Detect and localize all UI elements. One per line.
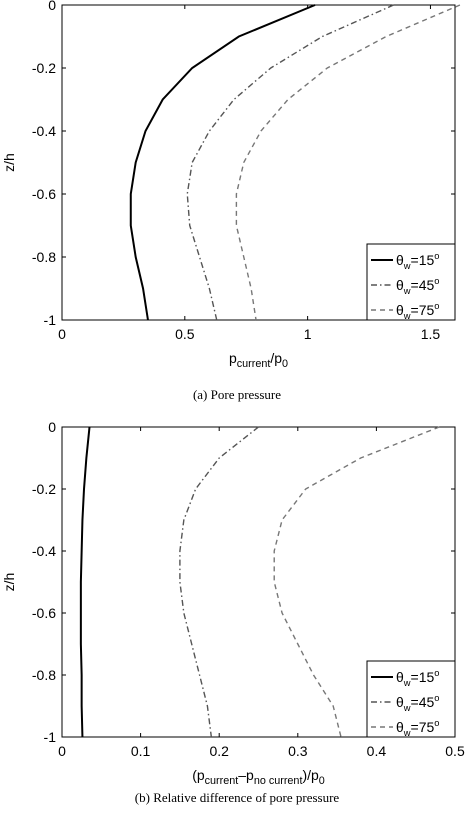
caption: (a) Pore pressure [193,387,281,402]
legend-box [366,660,456,738]
y-tick-label: -0.8 [32,667,56,683]
legend-label-part: o [434,693,439,703]
series-line [186,4,394,321]
x-axis-label-part: –p [238,767,254,783]
x-axis-label-part: current [205,775,239,787]
series-line [235,4,461,321]
x-axis-label-part: )/p [302,767,319,783]
y-tick-label: -0.6 [32,186,56,202]
x-axis-label-part: 0 [319,775,325,787]
legend-label-part: w [403,261,411,271]
x-tick-label: 1.5 [421,326,441,342]
caption: (b) Relative difference of pore pressure [135,790,340,805]
x-axis-label-part: /p [270,350,282,366]
legend-label-part: w [403,728,411,738]
legend-label: θw=45o [396,693,440,713]
x-tick-label: 0.5 [175,326,195,342]
x-tick-label: 0 [58,743,66,759]
y-tick-label: -1 [44,729,57,745]
legend-label: θw=15o [396,668,440,688]
legend-label-part: θ [396,277,404,293]
legend-label-part: o [434,718,439,728]
series-line [179,426,259,738]
x-tick-label: 1 [304,326,312,342]
legend-label-part: w [403,678,411,688]
legend-label-part: o [434,301,439,311]
x-axis-label-part: 0 [282,358,288,370]
legend-label-part: w [403,703,411,713]
y-tick-label: 0 [48,0,56,13]
legend-label-part: o [434,276,439,286]
legend-label: θw=75o [396,718,440,738]
y-tick-label: -0.6 [32,605,56,621]
x-tick-label: 0.3 [288,743,308,759]
series-line [129,4,316,321]
series-line [273,426,440,738]
y-tick-label: -0.4 [32,123,56,139]
legend-label-part: w [403,286,411,296]
x-axis-label: pcurrent/p0 [229,350,288,370]
legend-label-part: =15 [411,669,435,685]
plot-frame [61,4,456,321]
legend-label-part: o [434,251,439,261]
x-axis-label-part: (p [192,767,205,783]
legend-label-part: =15 [411,252,435,268]
legend-label-part: o [434,668,439,678]
legend-label-part: θ [396,719,404,735]
y-tick-label: -0.2 [32,60,56,76]
y-tick-label: -0.2 [32,481,56,497]
x-axis-label-part: no current [254,775,303,787]
y-tick-label: 0 [48,419,56,435]
y-tick-label: -0.4 [32,543,56,559]
x-tick-label: 0 [58,326,66,342]
legend-label-part: w [403,311,411,321]
series-line [79,426,91,738]
legend-label-part: θ [396,694,404,710]
y-axis-label: z/h [1,573,17,592]
x-axis-label-part: current [237,358,271,370]
legend-label-part: =45 [411,694,435,710]
y-axis-label: z/h [1,153,17,172]
x-tick-label: 0.4 [367,743,387,759]
legend-label-part: =45 [411,277,435,293]
legend-label: θw=75o [396,301,440,321]
x-tick-label: 0.2 [209,743,229,759]
legend-label-part: θ [396,302,404,318]
legend-label: θw=45o [396,276,440,296]
legend-box [366,243,456,321]
x-tick-label: 0.5 [445,743,465,759]
y-tick-label: -0.8 [32,249,56,265]
legend-label: θw=15o [396,251,440,271]
x-axis-label-part: p [229,350,237,366]
legend-label-part: θ [396,669,404,685]
legend-label-part: =75 [411,302,435,318]
legend-label-part: =75 [411,719,435,735]
x-axis-label: (pcurrent–pno current)/p0 [192,767,325,787]
x-tick-label: 0.1 [131,743,151,759]
legend-label-part: θ [396,252,404,268]
y-tick-label: -1 [44,312,57,328]
